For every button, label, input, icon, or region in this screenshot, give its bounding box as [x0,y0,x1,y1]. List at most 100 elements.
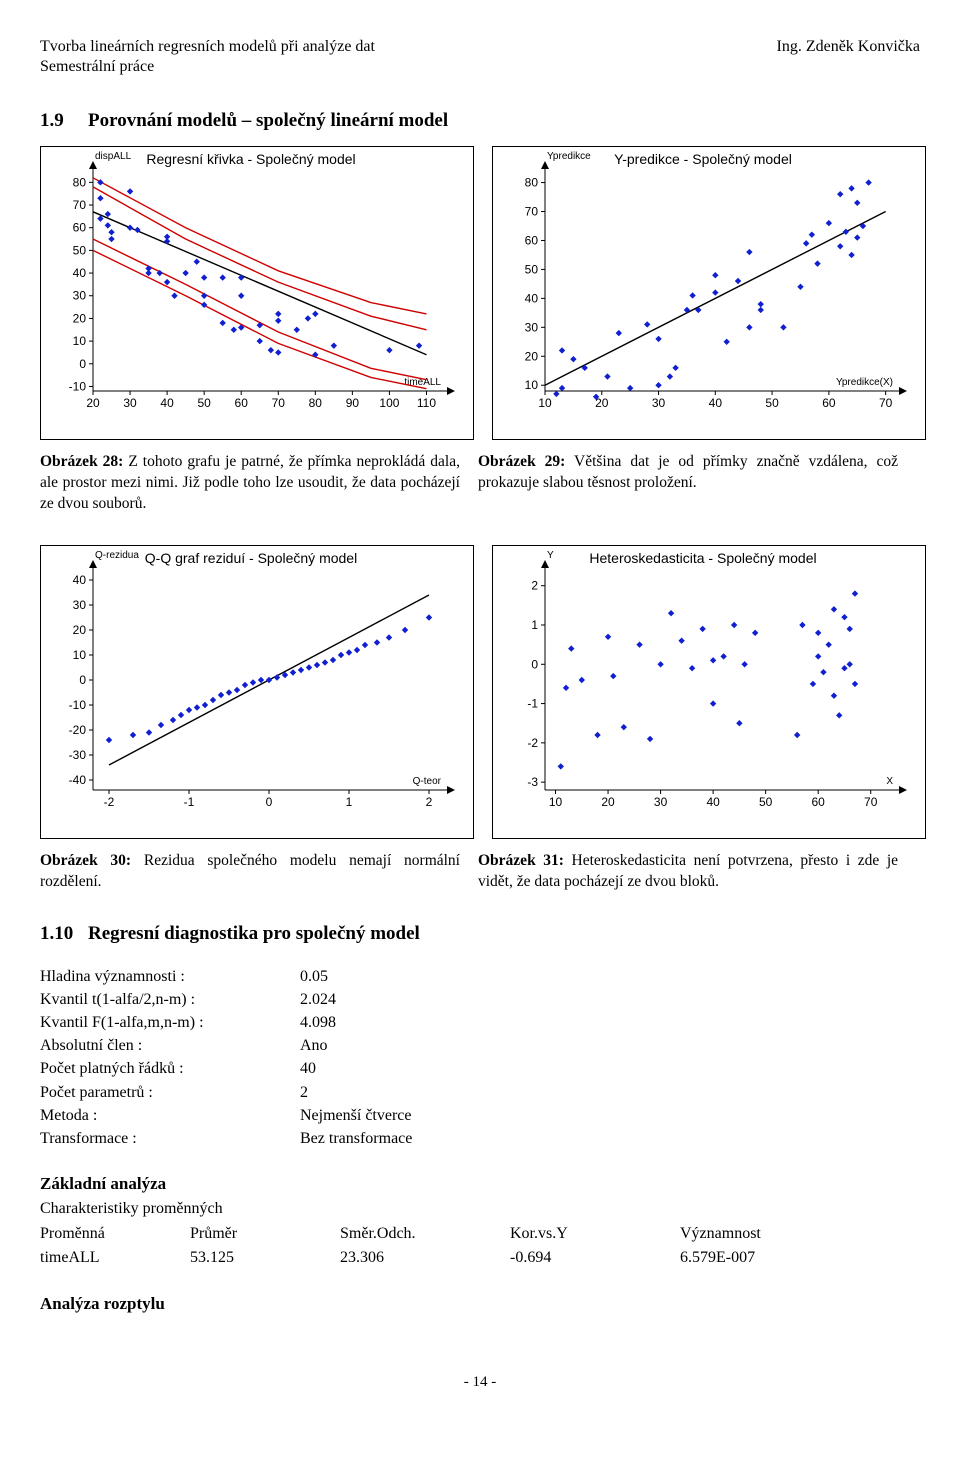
svg-text:60: 60 [525,233,539,247]
col-head: Významnost [680,1222,850,1246]
svg-text:70: 70 [525,205,539,219]
svg-text:Y: Y [547,550,554,561]
caption-31: Obrázek 31: Heteroskedasticita není potv… [478,851,898,893]
col-head: Průměr [190,1222,340,1246]
svg-text:2: 2 [531,578,538,592]
parameter-list: Hladina významnosti :0.05Kvantil t(1-alf… [40,965,920,1151]
parameter-key: Absolutní člen : [40,1034,300,1057]
parameter-value: 4.098 [300,1011,336,1034]
parameter-value: Nejmenší čtverce [300,1104,412,1127]
svg-text:dispALL: dispALL [95,151,132,162]
svg-text:70: 70 [73,198,87,212]
cell: timeALL [40,1246,190,1270]
svg-text:10: 10 [538,396,552,410]
svg-text:40: 40 [73,573,87,587]
svg-text:90: 90 [346,396,360,410]
caption-28: Obrázek 28: Z tohoto grafu je patrné, že… [40,452,460,515]
svg-text:50: 50 [759,795,773,809]
svg-text:40: 40 [709,396,723,410]
svg-text:10: 10 [73,648,87,662]
svg-text:30: 30 [654,795,668,809]
svg-text:40: 40 [525,291,539,305]
svg-text:40: 40 [706,795,720,809]
caption-30: Obrázek 30: Rezidua společného modelu ne… [40,851,460,893]
parameter-row: Metoda :Nejmenší čtverce [40,1104,920,1127]
svg-text:-20: -20 [69,723,87,737]
svg-text:Ypredikce: Ypredikce [547,151,591,162]
svg-text:-1: -1 [184,795,195,809]
chart-row-1: Regresní křivka - Společný model-1001020… [40,146,920,440]
svg-text:10: 10 [525,378,539,392]
anova-heading: Analýza rozptylu [40,1294,920,1314]
chart-row-2: Q-Q graf reziduí - Společný model-40-30-… [40,545,920,839]
svg-text:30: 30 [73,598,87,612]
svg-text:60: 60 [822,396,836,410]
svg-text:70: 70 [864,795,878,809]
svg-text:Q-Q graf reziduí - Společný mo: Q-Q graf reziduí - Společný model [145,550,357,566]
col-head: Kor.vs.Y [510,1222,680,1246]
parameter-row: Absolutní člen :Ano [40,1034,920,1057]
cell: 23.306 [340,1246,510,1270]
page-number: - 14 - [40,1374,920,1391]
svg-text:70: 70 [879,396,893,410]
caption-row-1: Obrázek 28: Z tohoto grafu je patrné, že… [40,452,920,515]
svg-text:20: 20 [73,623,87,637]
svg-text:100: 100 [379,396,399,410]
svg-text:-10: -10 [69,379,87,393]
parameter-row: Kvantil t(1-alfa/2,n-m) :2.024 [40,988,920,1011]
svg-text:-2: -2 [104,795,115,809]
svg-text:70: 70 [272,396,286,410]
svg-text:50: 50 [525,262,539,276]
svg-text:0: 0 [79,673,86,687]
svg-text:30: 30 [73,289,87,303]
parameter-row: Kvantil F(1-alfa,m,n-m) :4.098 [40,1011,920,1034]
cell: -0.694 [510,1246,680,1270]
parameter-key: Transformace : [40,1127,300,1150]
svg-text:Heteroskedasticita - Společný: Heteroskedasticita - Společný model [589,550,816,566]
parameter-key: Metoda : [40,1104,300,1127]
svg-text:1: 1 [346,795,353,809]
svg-text:80: 80 [525,176,539,190]
svg-text:10: 10 [549,795,563,809]
svg-text:50: 50 [197,396,211,410]
svg-text:60: 60 [73,221,87,235]
svg-text:0: 0 [531,657,538,671]
parameter-key: Kvantil F(1-alfa,m,n-m) : [40,1011,300,1034]
svg-text:-30: -30 [69,748,87,762]
section-heading-1.10: 1.10Regresní diagnostika pro společný mo… [40,923,920,945]
header-left-1: Tvorba lineárních regresních modelů při … [40,38,375,56]
section-heading-1.9: 1.9Porovnání modelů – společný lineární … [40,110,920,132]
parameter-value: Ano [300,1034,328,1057]
svg-text:-10: -10 [69,698,87,712]
svg-text:40: 40 [73,266,87,280]
svg-text:Regresní křivka - Společný mod: Regresní křivka - Společný model [146,151,355,167]
svg-text:Q-rezidua: Q-rezidua [95,550,139,561]
svg-text:30: 30 [123,396,137,410]
header-right: Ing. Zdeněk Konvička [776,38,920,56]
svg-text:50: 50 [765,396,779,410]
section-title: Regresní diagnostika pro společný model [88,923,420,944]
caption-29: Obrázek 29: Většina dat je od přímky zna… [478,452,898,515]
page: Tvorba lineárních regresních modelů při … [0,0,960,1441]
svg-text:-1: -1 [527,696,538,710]
parameter-row: Počet parametrů :2 [40,1081,920,1104]
col-head: Směr.Odch. [340,1222,510,1246]
parameter-value: 0.05 [300,965,328,988]
svg-text:1: 1 [531,618,538,632]
svg-text:60: 60 [235,396,249,410]
section-num: 1.10 [40,923,88,945]
parameter-value: 2 [300,1081,308,1104]
col-head: Proměnná [40,1222,190,1246]
parameter-key: Počet platných řádků : [40,1057,300,1080]
svg-text:30: 30 [652,396,666,410]
char-table-head: Proměnná Průměr Směr.Odch. Kor.vs.Y Význ… [40,1222,920,1246]
parameter-key: Hladina významnosti : [40,965,300,988]
svg-text:110: 110 [417,396,436,410]
svg-text:Q-teor: Q-teor [413,776,442,787]
basic-analysis-heading: Základní analýza [40,1174,920,1194]
svg-text:60: 60 [812,795,826,809]
chart-2-box: Y-predikce - Společný model1020304050607… [492,146,926,440]
parameter-value: Bez transformace [300,1127,412,1150]
chart-3-box: Q-Q graf reziduí - Společný model-40-30-… [40,545,474,839]
svg-text:Y-predikce - Společný model: Y-predikce - Společný model [614,151,792,167]
